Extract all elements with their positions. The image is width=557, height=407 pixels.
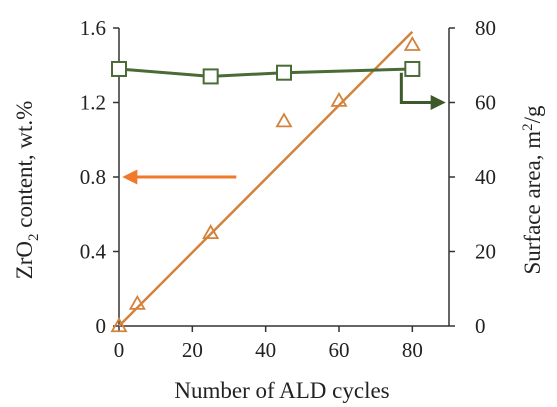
y-left-tick-label: 1.2 (80, 91, 106, 115)
x-tick-label: 60 (329, 338, 350, 362)
axes: 0 20 40 60 80 0 0.4 0.8 1.2 1.6 0 20 40 60 80 (80, 16, 496, 362)
triangle-point (110, 317, 128, 333)
arrow-to-right-axis (399, 72, 446, 110)
y-right-tick-label: 60 (475, 91, 496, 115)
x-tick-label: 80 (402, 338, 423, 362)
y-right-tick-label: 0 (475, 314, 486, 338)
y-left-axis-title: ZrO2 content, wt.% (12, 101, 42, 280)
x-tick-label: 20 (182, 338, 203, 362)
y-right-axis-title: Surface area, m2/g (520, 105, 545, 275)
y-left-tick-label: 0.4 (80, 240, 107, 264)
y-left-tick-label: 0.8 (80, 165, 106, 189)
x-tick-label: 0 (114, 338, 125, 362)
triangle-point (403, 35, 421, 51)
y-left-tick-label: 0 (96, 314, 107, 338)
series-line (118, 67, 413, 78)
square-point (202, 68, 219, 85)
y-left-tick-label: 1.6 (80, 16, 106, 40)
triangle-point (275, 112, 293, 128)
annotations (122, 72, 446, 185)
x-tick-label: 40 (255, 338, 276, 362)
y-right-tick-label: 20 (475, 240, 496, 264)
series-layer (110, 30, 421, 333)
square-point (404, 60, 421, 77)
y-right-tick-label: 40 (475, 165, 496, 189)
square-point (276, 64, 292, 81)
square-point (111, 60, 127, 77)
y-right-tick-label: 80 (475, 16, 496, 40)
x-axis-title: Number of ALD cycles (174, 378, 389, 403)
fit-line (118, 30, 414, 327)
